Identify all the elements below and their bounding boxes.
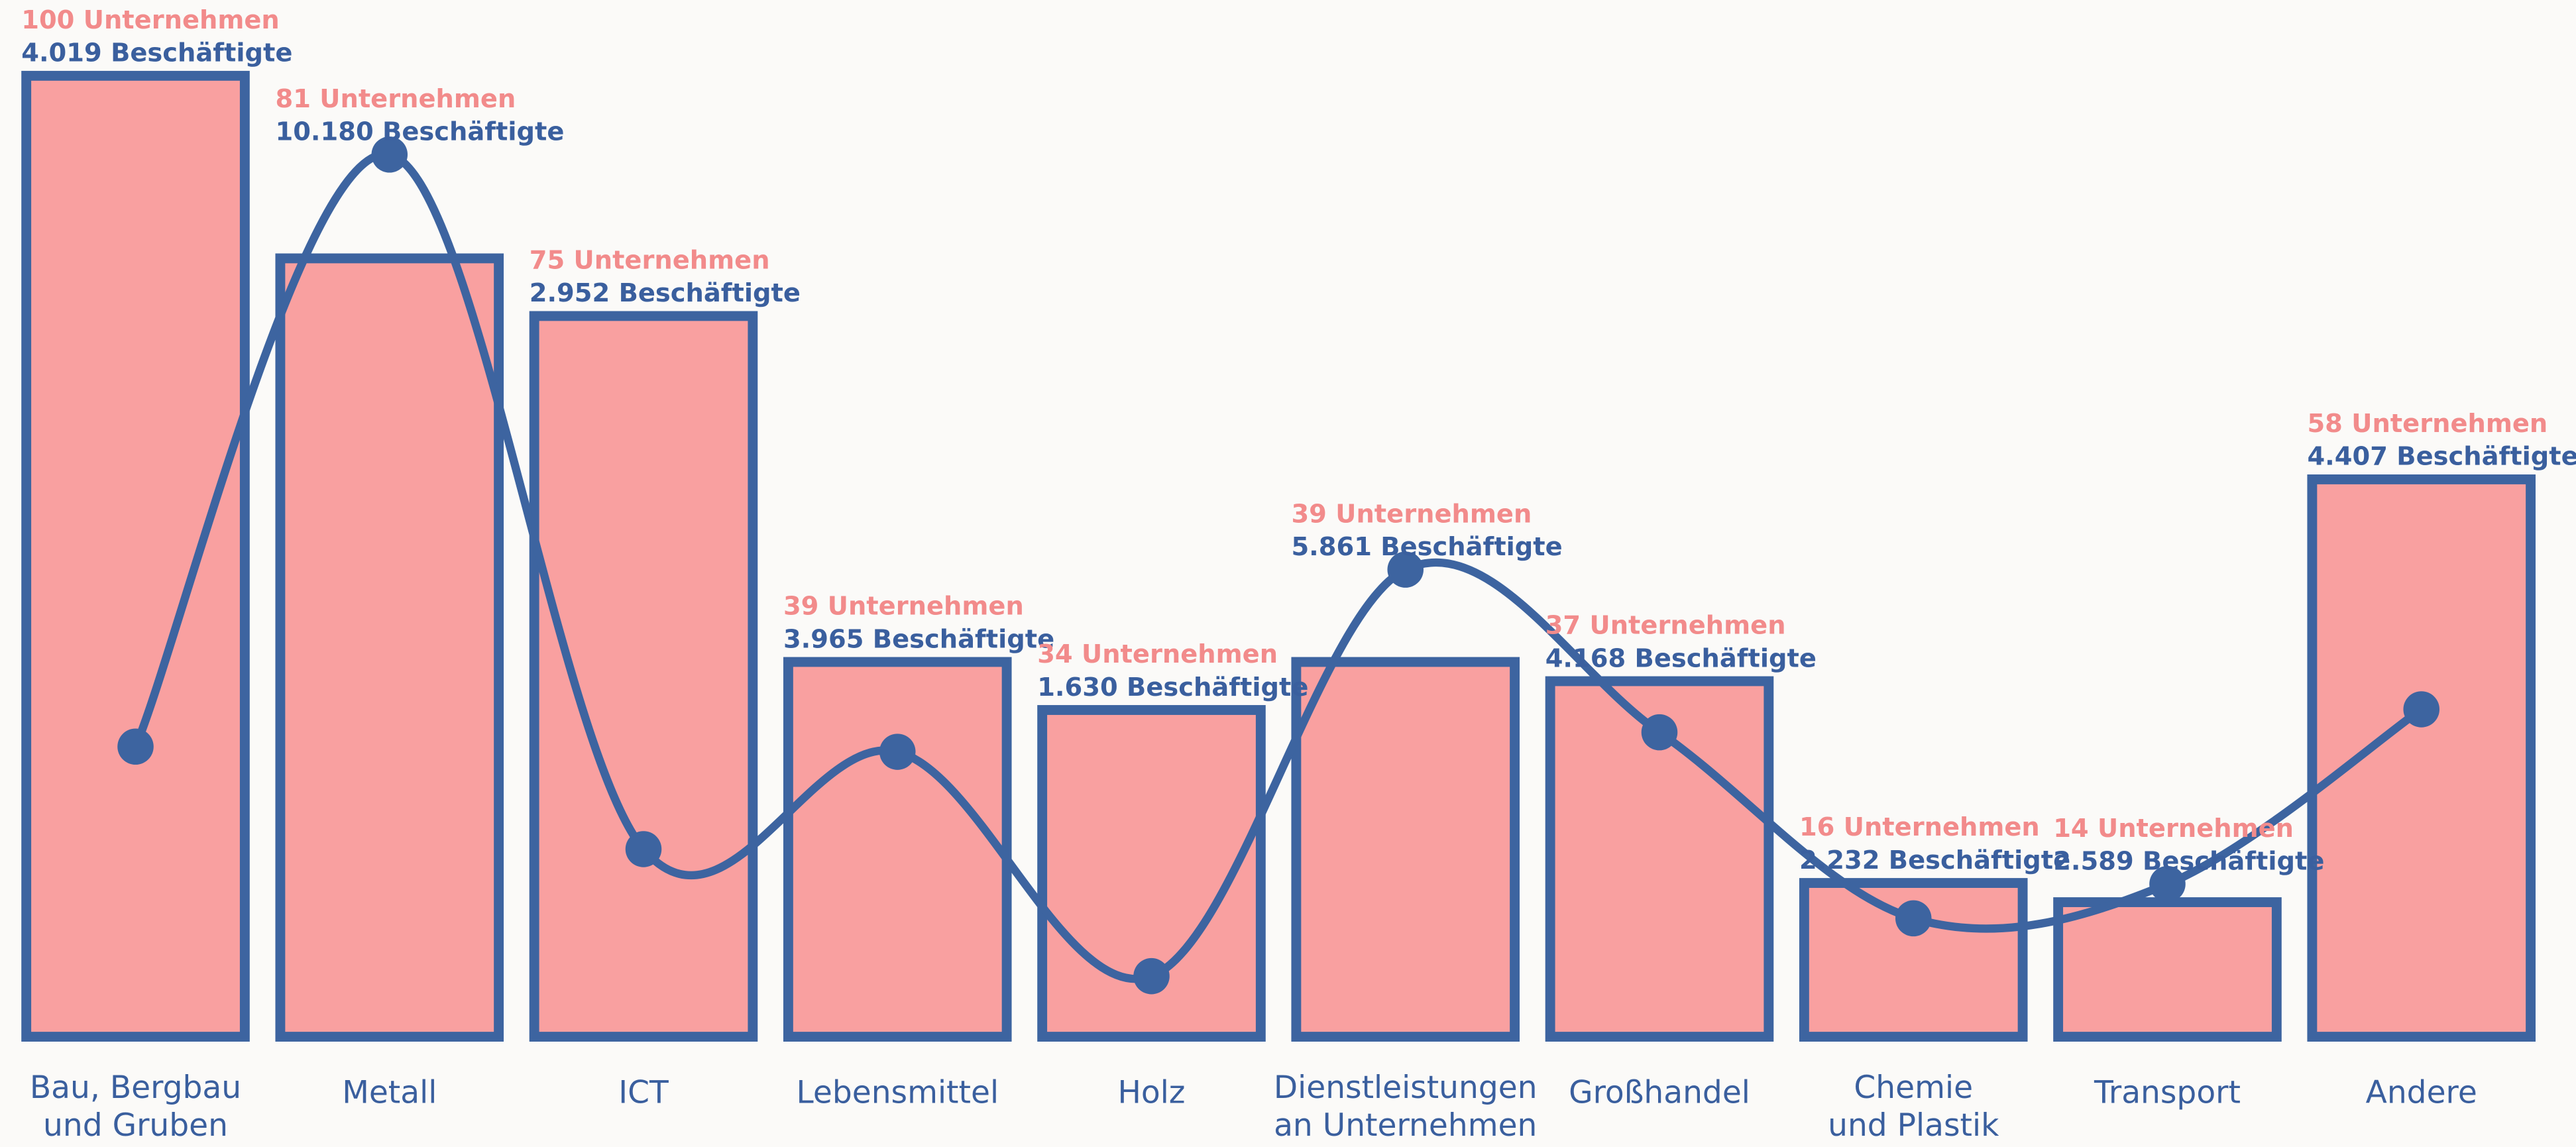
line-point	[1641, 714, 1678, 751]
line-point	[1895, 900, 1932, 937]
x-tick-label: Lebensmittel	[796, 1074, 999, 1111]
line-point	[371, 137, 408, 173]
x-tick-label: Holz	[1117, 1074, 1185, 1111]
value-label: 1.630 Beschäftigte	[1037, 673, 1308, 702]
x-tick-label: ICT	[618, 1074, 669, 1111]
value-label: 4.168 Beschäftigte	[1545, 643, 1817, 673]
value-label: 4.407 Beschäftigte	[2307, 442, 2576, 472]
line-point	[2149, 865, 2186, 902]
value-label: 2.589 Beschäftigte	[2053, 846, 2324, 876]
value-label: 34 Unternehmen	[1037, 639, 1278, 669]
value-label: 3.965 Beschäftigte	[783, 624, 1054, 654]
value-label: 2.952 Beschäftigte	[530, 278, 801, 308]
value-label: 100 Unternehmen	[21, 5, 280, 35]
bar	[275, 253, 504, 1042]
value-label: 39 Unternehmen	[783, 592, 1024, 622]
bar	[1291, 657, 1520, 1042]
x-tick-label: Großhandel	[1569, 1074, 1750, 1111]
line-point	[1133, 957, 1170, 995]
x-tick-label: und Gruben	[43, 1107, 228, 1144]
x-tick-label: Transport	[2094, 1074, 2241, 1111]
x-tick-label: und Plastik	[1828, 1107, 1999, 1144]
line-point	[879, 734, 916, 770]
bar	[21, 70, 250, 1042]
x-tick-label: an Unternehmen	[1274, 1107, 1537, 1144]
value-label: 81 Unternehmen	[275, 84, 516, 114]
value-label: 2.232 Beschäftigte	[1799, 846, 2070, 875]
value-label: 37 Unternehmen	[1545, 611, 1786, 641]
bar	[2307, 474, 2536, 1042]
x-tick-label: Andere	[2366, 1074, 2477, 1111]
x-tick-label: Chemie	[1854, 1069, 1973, 1106]
value-label: 58 Unternehmen	[2307, 409, 2548, 439]
line-point	[117, 728, 154, 765]
bar	[529, 311, 758, 1042]
x-tick-label: Bau, Bergbau	[30, 1069, 241, 1106]
x-tick-label: Metall	[342, 1074, 437, 1111]
bar	[2053, 897, 2282, 1042]
value-label: 4.019 Beschäftigte	[21, 38, 292, 68]
line-point	[2403, 691, 2439, 728]
value-label: 5.861 Beschäftigte	[1291, 532, 1562, 562]
value-label: 14 Unternehmen	[2053, 814, 2294, 844]
value-label: 16 Unternehmen	[1799, 812, 2040, 842]
value-label: 75 Unternehmen	[530, 246, 770, 276]
bar	[783, 657, 1012, 1042]
value-label: 39 Unternehmen	[1291, 499, 1532, 529]
line-point	[625, 831, 662, 867]
value-label: 10.180 Beschäftigte	[275, 117, 564, 147]
line-point	[1387, 551, 1424, 588]
x-tick-label: Dienstleistungen	[1274, 1069, 1538, 1106]
